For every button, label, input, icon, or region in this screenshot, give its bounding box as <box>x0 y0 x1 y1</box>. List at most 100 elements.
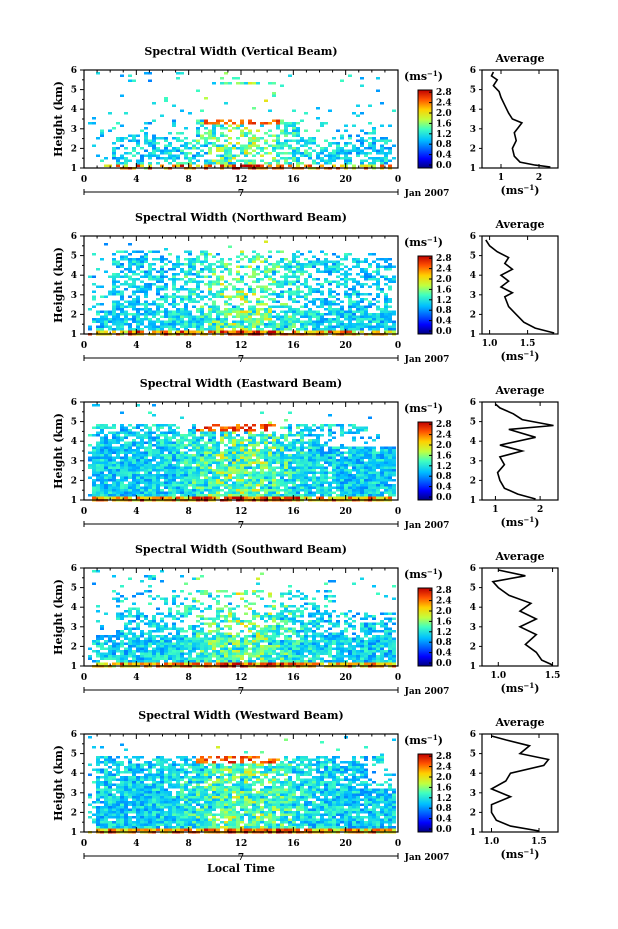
heatmap-cell <box>308 157 312 160</box>
heatmap-cell <box>128 630 132 633</box>
heatmap-cell <box>172 627 176 630</box>
heatmap-cell <box>92 451 96 454</box>
heatmap-cell <box>312 429 316 432</box>
heatmap-cell <box>148 162 152 165</box>
heatmap-cell <box>304 285 308 288</box>
heatmap-cell <box>332 263 336 266</box>
heatmap-cell <box>208 481 212 484</box>
heatmap-cell <box>240 134 244 137</box>
heatmap-cell <box>324 268 328 271</box>
heatmap-cell <box>176 278 180 281</box>
heatmap-cell <box>256 496 260 499</box>
heatmap-cell <box>120 323 124 326</box>
heatmap-cell <box>316 107 320 110</box>
heatmap-cell <box>308 273 312 276</box>
heatmap-cell <box>96 456 100 459</box>
heatmap-cell <box>148 635 152 638</box>
heatmap-cell <box>136 655 140 658</box>
heatmap-cell <box>144 655 148 658</box>
heatmap-cell <box>212 449 216 452</box>
heatmap-cell <box>380 461 384 464</box>
heatmap-cell <box>140 424 144 427</box>
heatmap-cell <box>92 305 96 308</box>
heatmap-cell <box>364 496 368 499</box>
heatmap-cell <box>220 431 224 434</box>
heatmap-cell <box>376 479 380 482</box>
heatmap-cell <box>152 278 156 281</box>
heatmap-cell <box>192 265 196 268</box>
heatmap-cell <box>160 273 164 276</box>
heatmap-cell <box>260 315 264 318</box>
heatmap-cell <box>120 461 124 464</box>
heatmap-cell <box>208 494 212 497</box>
heatmap-cell <box>232 464 236 467</box>
heatmap-cell <box>344 484 348 487</box>
heatmap-cell <box>260 486 264 489</box>
heatmap-cell <box>232 429 236 432</box>
heatmap-cell <box>240 280 244 283</box>
heatmap-cell <box>276 144 280 147</box>
heatmap-cell <box>324 469 328 472</box>
heatmap-cell <box>144 315 148 318</box>
heatmap-cell <box>128 328 132 331</box>
heatmap-cell <box>244 132 248 135</box>
heatmap-cell <box>360 164 364 167</box>
heatmap-cell <box>336 481 340 484</box>
heatmap-cell <box>120 464 124 467</box>
heatmap-cell <box>368 303 372 306</box>
heatmap-cell <box>228 454 232 457</box>
heatmap-cell <box>100 431 104 434</box>
heatmap-cell <box>264 454 268 457</box>
heatmap-cell <box>196 496 200 499</box>
heatmap-cell <box>104 494 108 497</box>
heatmap-cell <box>328 159 332 162</box>
heatmap-cell <box>336 144 340 147</box>
heatmap-cell <box>348 268 352 271</box>
heatmap-cell <box>192 456 196 459</box>
heatmap-cell <box>388 466 392 469</box>
heatmap-cell <box>156 258 160 261</box>
heatmap-cell <box>116 637 120 640</box>
heatmap-cell <box>280 142 284 145</box>
heatmap-cell <box>140 481 144 484</box>
heatmap-cell <box>356 446 360 449</box>
x-tick-label: 20 <box>339 341 352 351</box>
heatmap-cell <box>272 283 276 286</box>
heatmap-cell <box>152 315 156 318</box>
heatmap-cell <box>148 263 152 266</box>
heatmap-cell <box>160 315 164 318</box>
heatmap-cell <box>200 305 204 308</box>
heatmap-cell <box>288 280 292 283</box>
heatmap-cell <box>300 144 304 147</box>
heatmap-cell <box>316 162 320 165</box>
heatmap-cell <box>260 481 264 484</box>
heatmap-cell <box>260 451 264 454</box>
heatmap-cell <box>204 159 208 162</box>
heatmap-cell <box>196 476 200 479</box>
chart-panel-1: Spectral Width (Vertical Beam)123456Heig… <box>52 45 559 199</box>
heatmap-cell <box>140 662 144 665</box>
heatmap-cell <box>236 260 240 263</box>
heatmap-cell <box>348 295 352 298</box>
heatmap-cell <box>128 270 132 273</box>
average-y-tick-label: 5 <box>470 86 476 96</box>
heatmap-cell <box>144 469 148 472</box>
heatmap-cell <box>280 84 284 87</box>
heatmap-cell <box>348 451 352 454</box>
heatmap-cell <box>156 481 160 484</box>
heatmap-cell <box>372 157 376 160</box>
heatmap-cell <box>156 270 160 273</box>
heatmap-cell <box>232 295 236 298</box>
heatmap-cell <box>120 283 124 286</box>
heatmap-cell <box>292 315 296 318</box>
heatmap-cell <box>236 293 240 296</box>
heatmap-cell <box>148 642 152 645</box>
heatmap-cell <box>116 657 120 660</box>
heatmap-cell <box>152 494 156 497</box>
heatmap-cell <box>200 313 204 316</box>
heatmap-cell <box>364 454 368 457</box>
heatmap-cell <box>148 268 152 271</box>
heatmap-cell <box>384 162 388 165</box>
heatmap-cell <box>148 632 152 635</box>
heatmap-cell <box>220 426 224 429</box>
